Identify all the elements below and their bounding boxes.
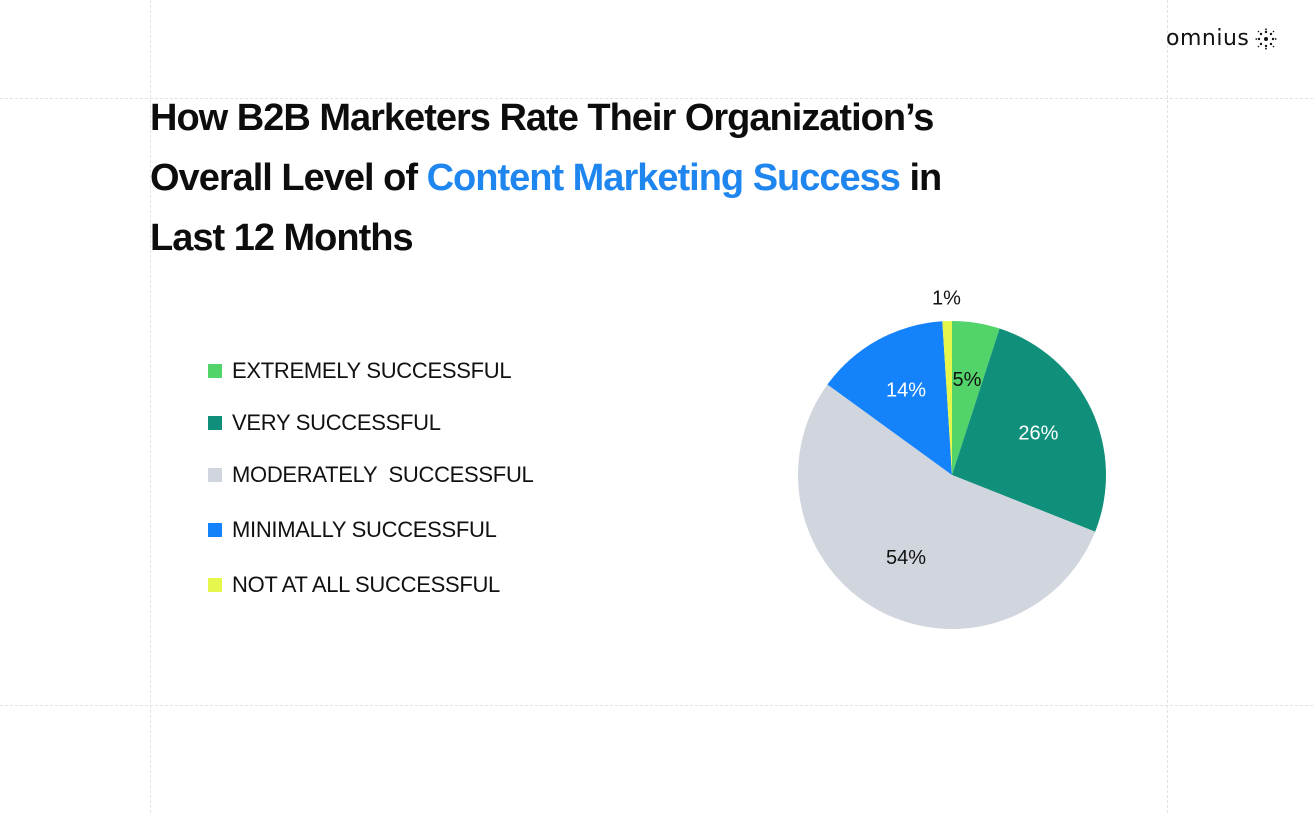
legend-label: NOT AT ALL SUCCESSFUL [232,572,500,597]
slice-label: 5% [952,369,981,391]
legend-swatch [208,364,222,378]
brand-name: omnius [1166,26,1250,51]
chart-title: How B2B Marketers Rate Their Organizatio… [150,88,1010,268]
pie-slice [827,321,952,475]
pie-slice [952,321,1000,475]
slice-label: 14% [886,380,926,402]
legend-swatch [208,578,222,592]
chart-legend: EXTREMELY SUCCESSFUL VERY SUCCESSFUL MOD… [208,358,534,598]
slice-label: 54% [886,547,926,569]
legend-item: NOT AT ALL SUCCESSFUL [208,572,533,598]
guide-line-bottom [0,705,1313,706]
legend-label: MODERATELY SUCCESSFUL [232,462,534,487]
brand-logo: omnius [1166,26,1277,51]
guide-line-top [0,98,1313,99]
slice-label: 26% [1018,423,1058,445]
guide-line-right [1167,0,1168,813]
slice-label: 1% [932,290,961,309]
sun-icon [1255,27,1277,50]
legend-item: VERY SUCCESSFUL [208,410,533,436]
legend-swatch [208,523,222,537]
pie-svg: 5% 26% 54% 14% 1% [798,290,1106,629]
title-line-2-start: Overall Level of [150,157,427,199]
pie-slice [952,328,1106,532]
legend-swatch [208,468,222,482]
legend-label: EXTREMELY SUCCESSFUL [232,358,512,383]
pie-chart: 5% 26% 54% 14% 1% [780,290,1140,660]
title-line-1: How B2B Marketers Rate Their Organizatio… [150,97,934,139]
title-accent: Content Marketing Success [426,157,901,199]
legend-label: VERY SUCCESSFUL [232,410,441,435]
pie-slice [942,321,952,475]
title-line-2-end: in [899,157,942,199]
title-line-3: Last 12 Months [150,217,414,259]
pie-slice [798,384,1096,629]
legend-swatch [208,416,222,430]
legend-item: MODERATELY SUCCESSFUL [208,462,534,488]
guide-line-left [150,0,151,813]
legend-label: MINIMALLY SUCCESSFUL [232,517,497,542]
legend-item: EXTREMELY SUCCESSFUL [208,358,533,384]
legend-item: MINIMALLY SUCCESSFUL [208,517,533,543]
